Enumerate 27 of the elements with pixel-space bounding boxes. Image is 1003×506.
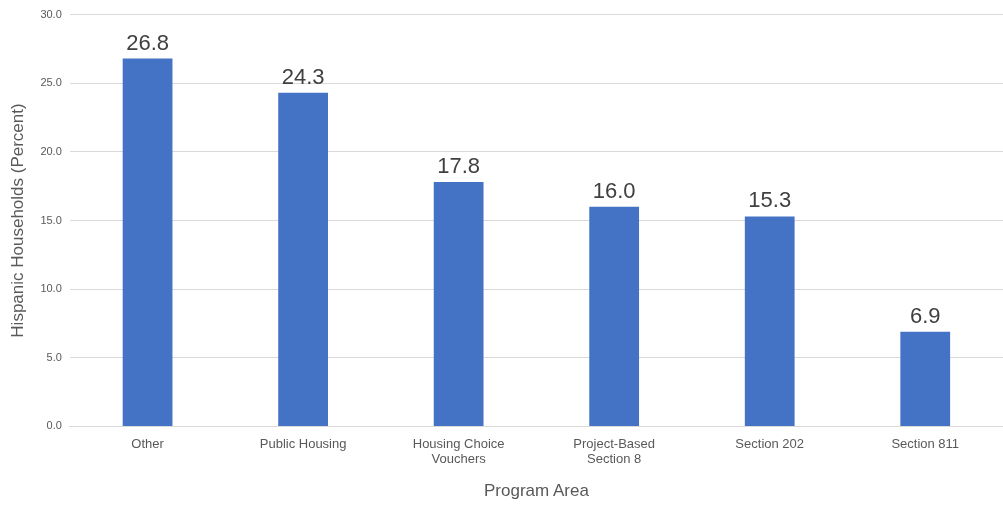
y-tick-label: 15.0 — [40, 213, 62, 226]
x-tick-label: Other — [131, 435, 165, 451]
data-label: 24.3 — [281, 63, 325, 89]
y-tick-label: 0.0 — [46, 419, 62, 432]
data-label: 15.3 — [748, 187, 792, 213]
data-label: 17.8 — [437, 153, 481, 179]
bar — [900, 331, 951, 426]
y-tick-label: 20.0 — [40, 144, 62, 157]
y-tick-label: 5.0 — [46, 350, 62, 363]
bar — [744, 216, 795, 426]
y-axis-title: Hispanic Households (Percent) — [7, 103, 27, 338]
data-label: 26.8 — [126, 29, 169, 55]
y-tick-label: 30.0 — [40, 7, 62, 20]
bar — [278, 92, 328, 426]
x-tick-label: Project-Based Section 8 — [573, 435, 655, 467]
x-axis-title: Program Area — [483, 481, 590, 501]
y-tick-label: 10.0 — [40, 282, 62, 295]
x-tick-label: Section 202 — [735, 435, 805, 451]
bar — [433, 182, 484, 426]
x-tick-label: Housing Choice Vouchers — [412, 435, 505, 467]
x-tick-label: Public Housing — [259, 435, 347, 451]
bar — [122, 58, 173, 426]
data-label: 16.0 — [592, 177, 636, 203]
data-label: 6.9 — [909, 302, 941, 328]
y-tick-label: 25.0 — [40, 76, 62, 89]
x-tick-label: Section 811 — [891, 435, 960, 451]
bar — [589, 206, 640, 426]
